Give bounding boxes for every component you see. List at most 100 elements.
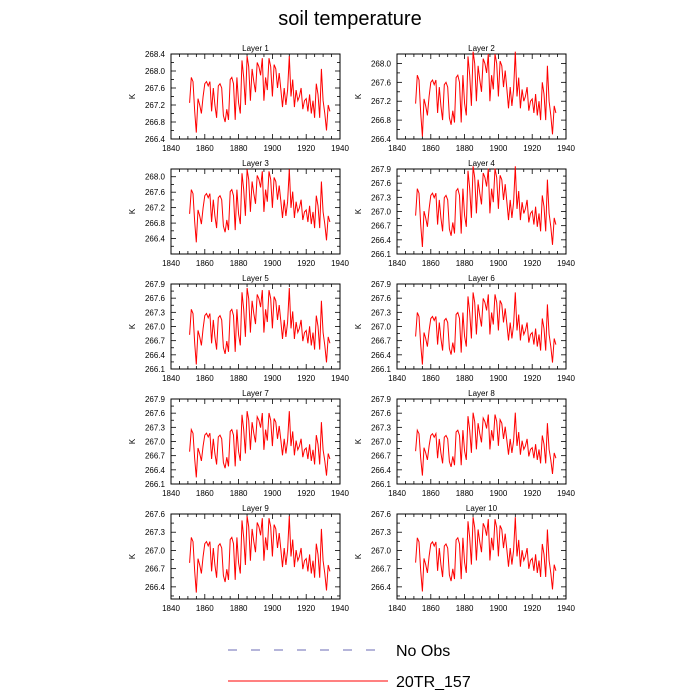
- x-tick-label: 1840: [388, 604, 406, 613]
- y-tick-label: 267.9: [145, 395, 166, 404]
- y-tick-label: 266.7: [371, 337, 392, 346]
- x-tick-label: 1900: [264, 374, 282, 383]
- x-tick-label: 1940: [331, 374, 349, 383]
- y-tick-label: 266.4: [371, 466, 392, 475]
- y-tick-label: 266.8: [371, 116, 392, 125]
- series-line-20tr-157: [189, 411, 331, 478]
- x-tick-label: 1880: [230, 604, 248, 613]
- panel-title: Layer 4: [468, 159, 495, 168]
- x-tick-label: 1900: [490, 604, 508, 613]
- x-tick-label: 1860: [422, 604, 440, 613]
- y-tick-label: 267.6: [145, 409, 166, 418]
- y-tick-label: 266.4: [145, 235, 166, 244]
- panel-4: Layer 4 K 1840 1860 1880 1900 1920 1940 266.1 266…: [354, 159, 575, 268]
- panel-title: Layer 7: [242, 389, 269, 398]
- y-tick-label: 267.0: [371, 546, 392, 555]
- y-tick-label: 266.4: [371, 583, 392, 592]
- y-tick-label: 266.7: [371, 452, 392, 461]
- panel-1: Layer 1 K 1840 1860 1880 1900 1920 1940 266.4 266…: [128, 44, 349, 153]
- x-tick-label: 1940: [557, 259, 575, 268]
- x-tick-label: 1860: [196, 374, 214, 383]
- chart-title: soil temperature: [278, 8, 422, 30]
- x-tick-label: 1860: [422, 144, 440, 153]
- y-tick-label: 268.0: [145, 67, 166, 76]
- y-axis-label: K: [354, 323, 363, 329]
- y-tick-label: 266.4: [371, 236, 392, 245]
- x-tick-label: 1860: [196, 489, 214, 498]
- x-tick-label: 1940: [331, 489, 349, 498]
- y-tick-label: 266.1: [145, 480, 166, 489]
- x-tick-label: 1940: [557, 374, 575, 383]
- y-tick-label: 267.3: [371, 193, 392, 202]
- y-tick-label: 266.7: [371, 565, 392, 574]
- y-axis-label: K: [128, 553, 137, 559]
- y-tick-label: 267.3: [145, 528, 166, 537]
- x-tick-label: 1900: [490, 144, 508, 153]
- y-tick-label: 267.3: [371, 528, 392, 537]
- y-axis-label: K: [128, 438, 137, 444]
- panel-5: Layer 5 K 1840 1860 1880 1900 1920 1940 266.1 266…: [128, 274, 349, 383]
- y-tick-label: 266.4: [145, 466, 166, 475]
- y-tick-label: 267.6: [145, 188, 166, 197]
- y-tick-label: 267.3: [145, 423, 166, 432]
- y-axis-label: K: [128, 208, 137, 214]
- y-tick-label: 267.6: [371, 510, 392, 519]
- x-tick-label: 1900: [490, 374, 508, 383]
- y-tick-label: 267.6: [145, 294, 166, 303]
- x-tick-label: 1860: [422, 489, 440, 498]
- y-tick-label: 267.9: [371, 280, 392, 289]
- legend-label-no-obs: No Obs: [396, 643, 450, 660]
- x-tick-label: 1880: [230, 374, 248, 383]
- series-line-20tr-157: [415, 517, 557, 592]
- x-tick-label: 1920: [523, 374, 541, 383]
- y-tick-label: 266.7: [145, 452, 166, 461]
- x-tick-label: 1880: [456, 604, 474, 613]
- x-tick-label: 1840: [388, 374, 406, 383]
- legend-label-20tr-157: 20TR_157: [396, 674, 471, 691]
- x-tick-label: 1900: [264, 259, 282, 268]
- x-tick-label: 1840: [388, 144, 406, 153]
- x-tick-label: 1920: [523, 604, 541, 613]
- y-tick-label: 266.4: [371, 135, 392, 144]
- x-tick-label: 1840: [162, 489, 180, 498]
- x-tick-label: 1900: [490, 259, 508, 268]
- y-tick-label: 267.2: [371, 97, 392, 106]
- x-tick-label: 1880: [456, 259, 474, 268]
- series-line-20tr-157: [415, 51, 557, 137]
- y-axis-label: K: [354, 93, 363, 99]
- x-tick-label: 1900: [264, 144, 282, 153]
- panel-title: Layer 8: [468, 389, 495, 398]
- y-tick-label: 266.1: [371, 480, 392, 489]
- panel-title: Layer 5: [242, 274, 269, 283]
- x-tick-label: 1940: [331, 604, 349, 613]
- y-tick-label: 266.8: [145, 219, 166, 228]
- y-tick-label: 266.7: [371, 222, 392, 231]
- y-tick-label: 266.7: [145, 565, 166, 574]
- y-tick-label: 267.6: [145, 510, 166, 519]
- y-tick-label: 266.7: [145, 337, 166, 346]
- x-tick-label: 1880: [230, 259, 248, 268]
- y-tick-label: 267.2: [145, 204, 166, 213]
- x-tick-label: 1920: [523, 259, 541, 268]
- x-tick-label: 1940: [557, 144, 575, 153]
- series-line-20tr-157: [415, 412, 557, 476]
- x-tick-label: 1920: [297, 374, 315, 383]
- x-tick-label: 1900: [490, 489, 508, 498]
- panel-title: Layer 9: [242, 504, 269, 513]
- y-tick-label: 267.0: [371, 208, 392, 217]
- x-tick-label: 1880: [456, 374, 474, 383]
- y-tick-label: 267.6: [371, 294, 392, 303]
- y-tick-label: 267.9: [371, 165, 392, 174]
- series-line-20tr-157: [189, 56, 331, 133]
- x-tick-label: 1880: [230, 144, 248, 153]
- x-tick-label: 1920: [523, 144, 541, 153]
- x-tick-label: 1840: [388, 259, 406, 268]
- series-line-20tr-157: [189, 287, 331, 365]
- y-tick-label: 267.0: [145, 546, 166, 555]
- y-tick-label: 267.6: [371, 78, 392, 87]
- y-axis-label: K: [354, 208, 363, 214]
- x-tick-label: 1920: [297, 489, 315, 498]
- x-tick-label: 1880: [456, 489, 474, 498]
